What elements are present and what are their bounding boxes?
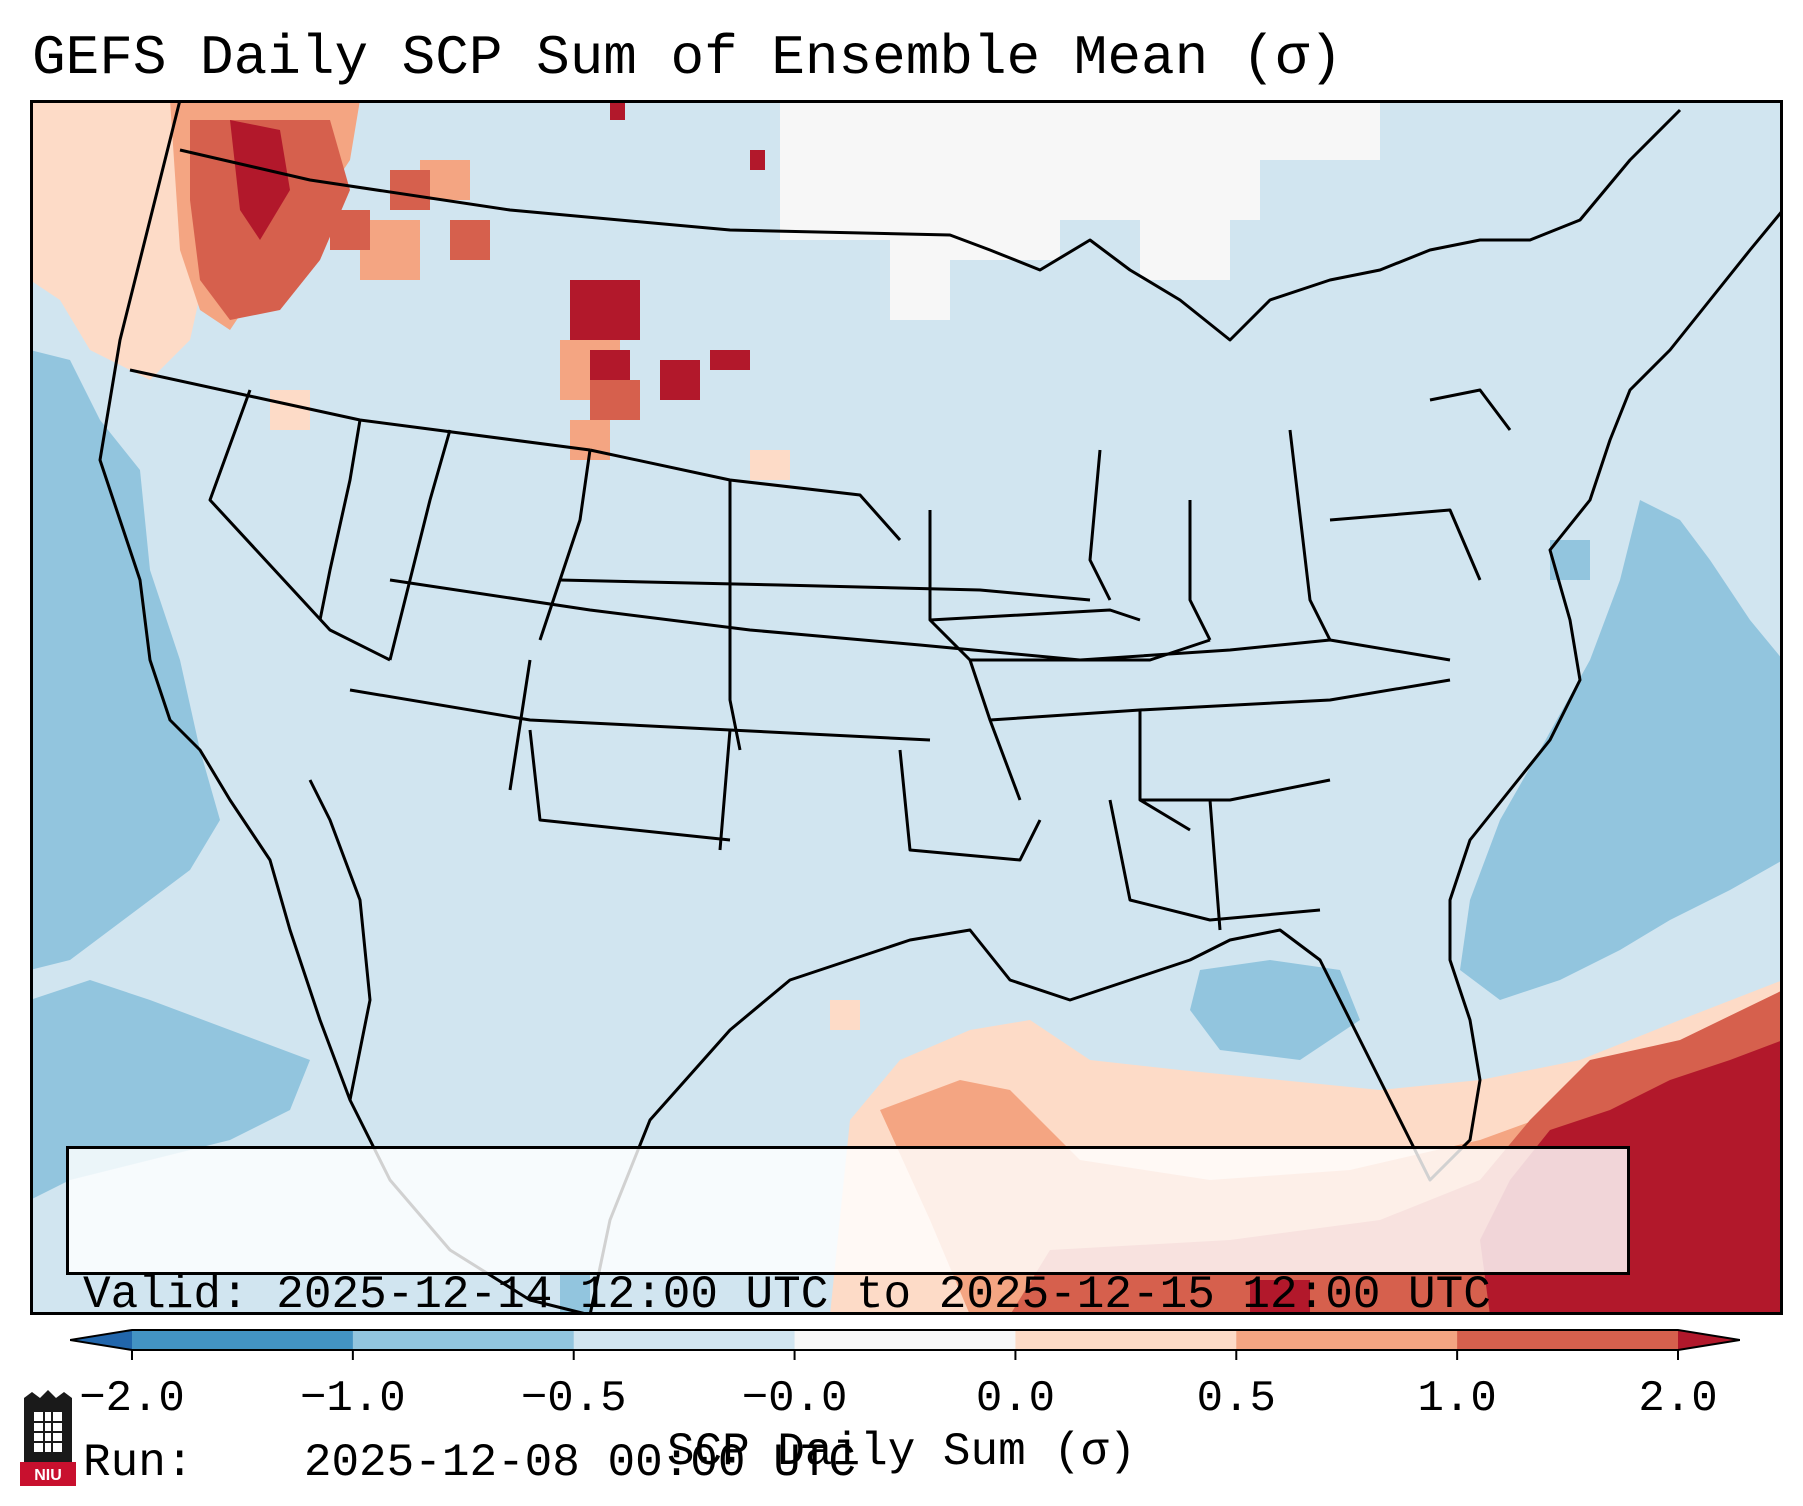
- niu-tower-icon: NIU: [20, 1390, 76, 1486]
- colorbar: −2.0 −1.0 −0.5 −0.0 0.0 0.5 1.0 2.0: [70, 1329, 1740, 1424]
- field-neutral-areas: [780, 100, 1380, 320]
- colorbar-bin: [70, 1330, 132, 1350]
- colorbar-bin: [1236, 1330, 1458, 1350]
- colorbar-tick-label: 2.0: [1638, 1374, 1717, 1424]
- canada-border: [179, 108, 1682, 342]
- map-frame: [30, 100, 1783, 1315]
- valid-value: 2025-12-14 12:00 UTC to 2025-12-15 12:00…: [276, 1269, 1491, 1321]
- run-value: 2025-12-08 00:00 UTC: [303, 1437, 856, 1489]
- colorbar-bin: [794, 1330, 1016, 1350]
- colorbar-bin: [1015, 1330, 1237, 1350]
- figure-title: GEFS Daily SCP Sum of Ensemble Mean (σ): [32, 26, 1343, 90]
- valid-line: Valid: 2025-12-14 12:00 UTC to 2025-12-1…: [83, 1267, 1613, 1323]
- colorbar-tick-label: −0.5: [521, 1374, 627, 1424]
- colorbar-tick-label: 0.5: [1197, 1374, 1276, 1424]
- colorbar-bin: [352, 1330, 575, 1350]
- colorbar-bin: [1678, 1330, 1740, 1350]
- field-negative-areas: [30, 350, 1783, 1315]
- colorbar-bin: [1457, 1330, 1679, 1350]
- colorbar-tick-label: 0.0: [976, 1374, 1055, 1424]
- logo-text: NIU: [34, 1467, 62, 1484]
- colorbar-tick-label: −2.0: [79, 1374, 185, 1424]
- valid-label: Valid:: [83, 1269, 249, 1321]
- colorbar-tick-label: 1.0: [1418, 1374, 1497, 1424]
- run-label: Run:: [83, 1437, 194, 1489]
- colorbar-tick-label: −0.0: [742, 1374, 848, 1424]
- colorbar-bins: [70, 1329, 1740, 1351]
- info-box: Valid: 2025-12-14 12:00 UTC to 2025-12-1…: [66, 1146, 1630, 1489]
- map-panel: [30, 100, 1783, 1315]
- colorbar-ticks: −2.0 −1.0 −0.5 −0.0 0.0 0.5 1.0 2.0: [79, 1350, 1718, 1424]
- run-line: Run: 2025-12-08 00:00 UTC: [83, 1435, 1613, 1491]
- colorbar-tick-label: −1.0: [300, 1374, 406, 1424]
- colorbar-bin: [573, 1330, 796, 1350]
- colorbar-label: SCP Daily Sum (σ): [666, 1426, 1137, 1478]
- colorbar-bin: [132, 1330, 354, 1350]
